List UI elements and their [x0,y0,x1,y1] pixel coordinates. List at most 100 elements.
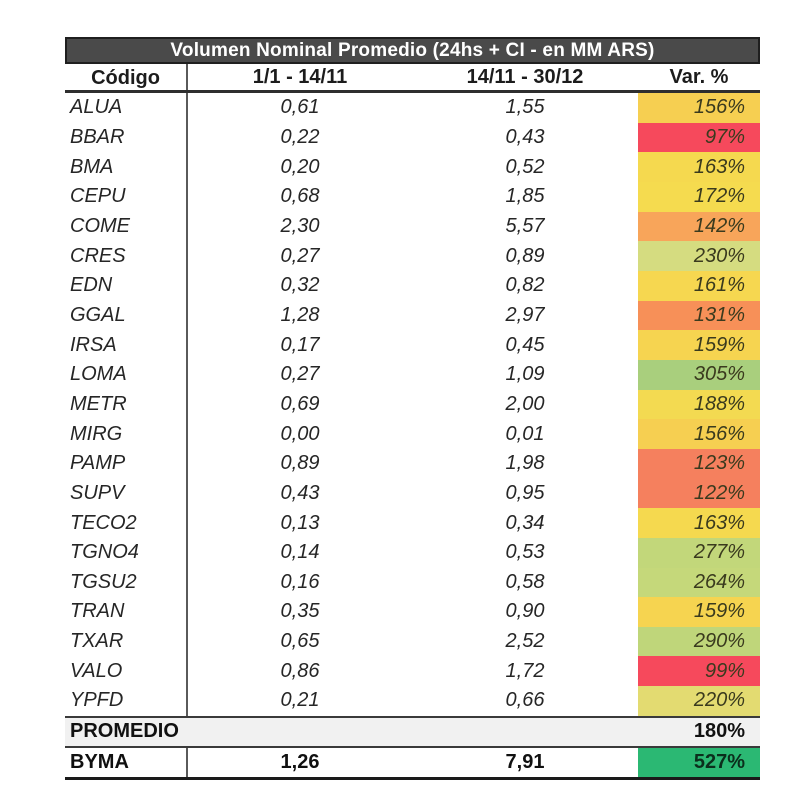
table-row: GGAL 1,28 2,97 131% [65,300,760,331]
ticker-code: LOMA [65,359,188,390]
table-row: YPFD 0,21 0,66 220% [65,686,760,716]
ticker-code: MIRG [65,419,188,449]
table-row: BBAR 0,22 0,43 97% [65,122,760,153]
var-percent-cell: 277% [638,537,760,568]
table-title: Volumen Nominal Promedio (24hs + CI - en… [65,37,760,64]
table-row: CEPU 0,68 1,85 172% [65,181,760,212]
value-period1: 0,22 [280,125,320,148]
value-period2: 0,52 [505,155,545,178]
value-period1: 0,89 [280,452,320,475]
value-period2: 0,66 [505,689,545,712]
table-header-row: Código 1/1 - 14/11 14/11 - 30/12 Var. % [65,64,760,93]
table-row: SUPV 0,43 0,95 122% [65,478,760,509]
byma-code: BYMA [65,747,188,777]
value-period2: 0,43 [505,125,545,148]
table-body: ALUA 0,61 1,55 156% BBAR 0,22 0,43 97% B… [65,93,760,716]
value-period1: 1,28 [280,303,320,326]
ticker-code: COME [65,211,188,242]
var-percent-cell: 188% [638,389,760,420]
ticker-code: TXAR [65,626,188,657]
byma-value-period2: 7,91 [505,750,545,773]
header-period-2: 14/11 - 30/12 [466,65,584,88]
ticker-code: TRAN [65,597,188,627]
value-period1: 0,65 [280,630,320,653]
value-period1: 0,32 [280,274,320,297]
value-period2: 2,97 [505,303,545,326]
value-period1: 2,30 [280,214,320,237]
var-percent-cell: 220% [638,686,760,716]
var-percent-cell: 172% [638,181,760,212]
table-row: ALUA 0,61 1,55 156% [65,93,760,123]
table-row: CRES 0,27 0,89 230% [65,241,760,271]
value-period1: 0,86 [280,659,320,682]
ticker-code: IRSA [65,330,188,360]
table-row: PAMP 0,89 1,98 123% [65,448,760,479]
table-row: TECO2 0,13 0,34 163% [65,508,760,538]
var-percent-cell: 264% [638,567,760,598]
promedio-label: PROMEDIO [70,720,179,743]
table-row: LOMA 0,27 1,09 305% [65,359,760,390]
ticker-code: CEPU [65,181,188,212]
ticker-code: METR [65,389,188,420]
var-percent-cell: 159% [638,597,760,627]
header-var-percent: Var. % [669,65,729,88]
table-row: COME 2,30 5,57 142% [65,211,760,242]
var-percent-cell: 163% [638,508,760,538]
value-period2: 2,00 [505,392,545,415]
value-period1: 0,16 [280,570,320,593]
ticker-code: TGNO4 [65,537,188,568]
table-row: IRSA 0,17 0,45 159% [65,330,760,360]
volume-table: Volumen Nominal Promedio (24hs + CI - en… [65,37,760,780]
value-period1: 0,27 [280,363,320,386]
ticker-code: VALO [65,656,188,687]
value-period1: 0,68 [280,185,320,208]
table-row: EDN 0,32 0,82 161% [65,270,760,301]
ticker-code: TECO2 [65,508,188,538]
var-percent-cell: 161% [638,270,760,301]
value-period2: 0,01 [505,422,545,445]
ticker-code: PAMP [65,448,188,479]
byma-value-period1: 1,26 [280,750,320,773]
ticker-code: YPFD [65,686,188,716]
value-period2: 0,95 [505,481,545,504]
var-percent-cell: 156% [638,419,760,449]
var-percent-cell: 99% [638,656,760,687]
value-period1: 0,13 [280,511,320,534]
value-period2: 0,89 [505,244,545,267]
table-row: TGSU2 0,16 0,58 264% [65,567,760,598]
header-period-1: 1/1 - 14/11 [252,65,348,88]
table-row: TRAN 0,35 0,90 159% [65,597,760,627]
var-percent-cell: 305% [638,359,760,390]
var-percent-cell: 290% [638,626,760,657]
value-period1: 0,35 [280,600,320,623]
ticker-code: SUPV [65,478,188,509]
value-period2: 5,57 [505,214,545,237]
ticker-code: GGAL [65,300,188,331]
promedio-row: PROMEDIO 180% [65,715,760,748]
byma-var-percent-cell: 527% [638,747,760,777]
var-percent-cell: 131% [638,300,760,331]
var-percent-cell: 230% [638,241,760,271]
value-period1: 0,00 [280,422,320,445]
promedio-var-percent: 180% [693,720,745,743]
var-percent-cell: 123% [638,448,760,479]
value-period1: 0,14 [280,541,320,564]
value-period2: 2,52 [505,630,545,653]
value-period2: 1,09 [505,363,545,386]
value-period2: 1,85 [505,185,545,208]
ticker-code: CRES [65,241,188,271]
ticker-code: TGSU2 [65,567,188,598]
value-period1: 0,69 [280,392,320,415]
var-percent-cell: 163% [638,152,760,182]
table-row: VALO 0,86 1,72 99% [65,656,760,687]
value-period2: 0,53 [505,541,545,564]
value-period2: 0,82 [505,274,545,297]
value-period2: 1,55 [505,96,545,119]
value-period2: 0,34 [505,511,545,534]
value-period1: 0,43 [280,481,320,504]
table-row: METR 0,69 2,00 188% [65,389,760,420]
var-percent-cell: 142% [638,211,760,242]
value-period2: 0,45 [505,333,545,356]
var-percent-cell: 156% [638,93,760,123]
